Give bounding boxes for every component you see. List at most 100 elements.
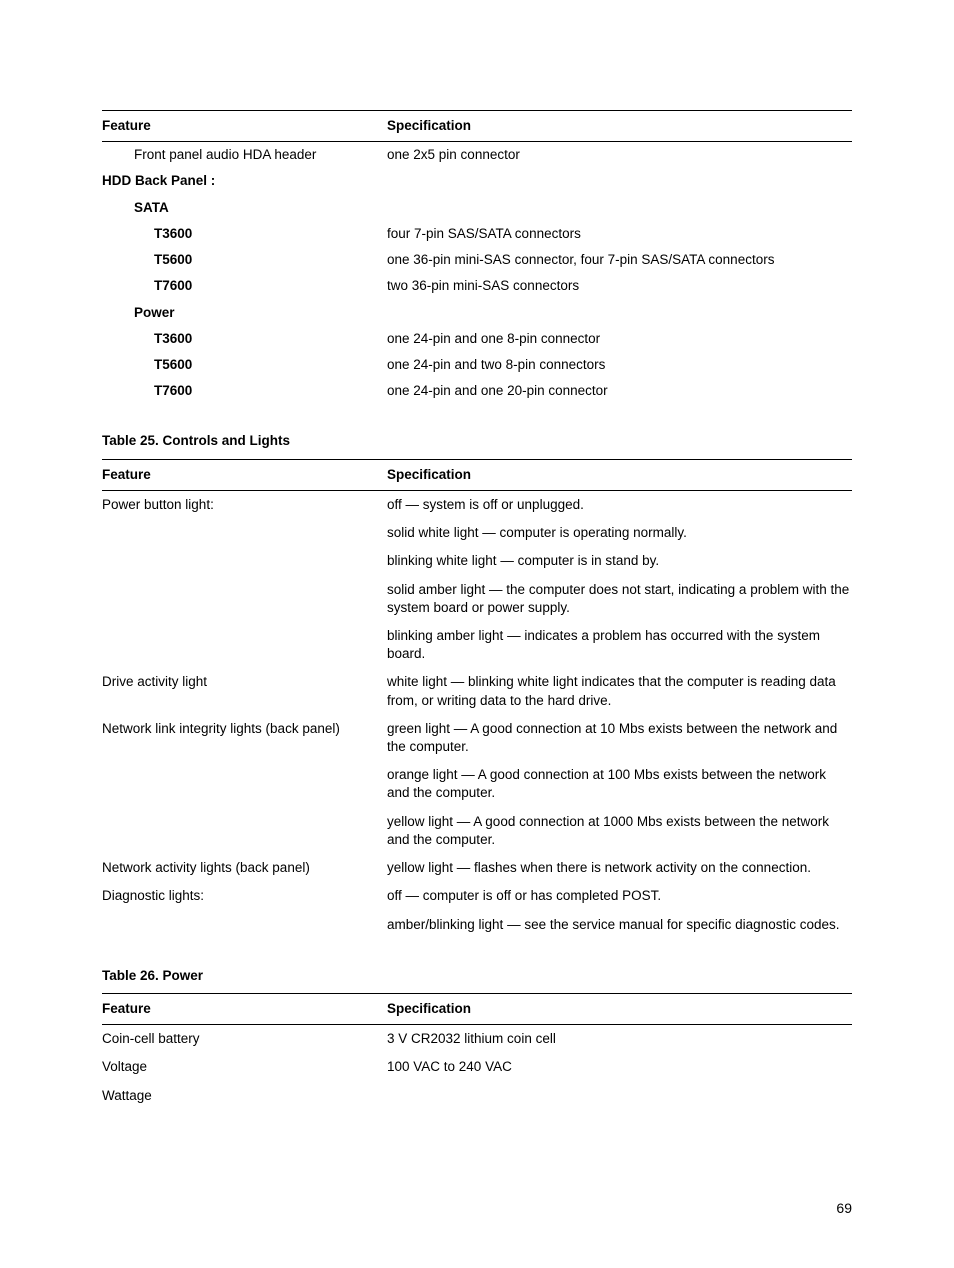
cell-feature: HDD Back Panel : [102, 168, 387, 194]
table-row: Voltage100 VAC to 240 VAC [102, 1053, 852, 1081]
cell-spec: solid white light — computer is operatin… [387, 519, 852, 547]
table-row: yellow light — A good connection at 1000… [102, 808, 852, 854]
cell-feature [102, 761, 387, 807]
cell-feature: T5600 [102, 352, 387, 378]
table26-caption: Table 26. Power [102, 967, 852, 985]
table-row: T3600 one 24-pin and one 8-pin connector [102, 326, 852, 352]
cell-spec: four 7-pin SAS/SATA connectors [387, 221, 852, 247]
cell-feature: Network link integrity lights (back pane… [102, 715, 387, 761]
cell-feature [102, 547, 387, 575]
cell-spec: amber/blinking light — see the service m… [387, 911, 852, 939]
header-spec: Specification [387, 459, 852, 490]
cell-feature: Voltage [102, 1053, 387, 1081]
cell-feature: Front panel audio HDA header [102, 142, 387, 169]
table-row: Coin-cell battery3 V CR2032 lithium coin… [102, 1025, 852, 1054]
table-row: T3600 four 7-pin SAS/SATA connectors [102, 221, 852, 247]
cell-feature: T5600 [102, 247, 387, 273]
cell-spec [387, 195, 852, 221]
table-row: Network activity lights (back panel)yell… [102, 854, 852, 882]
cell-spec: two 36-pin mini-SAS connectors [387, 273, 852, 299]
cell-spec [387, 1082, 852, 1110]
cell-spec [387, 168, 852, 194]
cell-feature: Coin-cell battery [102, 1025, 387, 1054]
cell-spec: 3 V CR2032 lithium coin cell [387, 1025, 852, 1054]
cell-spec: one 24-pin and one 20-pin connector [387, 378, 852, 404]
page-number: 69 [836, 1199, 852, 1218]
cell-feature: SATA [102, 195, 387, 221]
cell-feature [102, 576, 387, 622]
table-header-row: Feature Specification [102, 459, 852, 490]
cell-feature [102, 911, 387, 939]
feature-label: HDD Back Panel : [102, 172, 215, 190]
spec-table-26: Feature Specification Coin-cell battery3… [102, 993, 852, 1110]
table-row: Diagnostic lights:off — computer is off … [102, 882, 852, 910]
feature-label: Power [102, 304, 175, 322]
header-feature: Feature [102, 994, 387, 1025]
cell-spec: white light — blinking white light indic… [387, 668, 852, 714]
table-row: Front panel audio HDA header one 2x5 pin … [102, 142, 852, 169]
cell-feature [102, 622, 387, 668]
cell-feature [102, 808, 387, 854]
feature-label: T3600 [102, 225, 192, 243]
table-row: solid white light — computer is operatin… [102, 519, 852, 547]
table-row: solid amber light — the computer does no… [102, 576, 852, 622]
header-feature: Feature [102, 459, 387, 490]
cell-feature: T7600 [102, 378, 387, 404]
table-row: T7600 one 24-pin and one 20-pin connector [102, 378, 852, 404]
cell-spec: blinking white light — computer is in st… [387, 547, 852, 575]
feature-label: T3600 [102, 330, 192, 348]
table-row: SATA [102, 195, 852, 221]
cell-feature: Power button light: [102, 490, 387, 519]
feature-label: T5600 [102, 251, 192, 269]
spec-table-25: Feature Specification Power button light… [102, 459, 852, 939]
cell-spec: yellow light — A good connection at 1000… [387, 808, 852, 854]
table-header-row: Feature Specification [102, 111, 852, 142]
cell-feature: Wattage [102, 1082, 387, 1110]
table-row: Power [102, 300, 852, 326]
header-feature: Feature [102, 111, 387, 142]
cell-spec: orange light — A good connection at 100 … [387, 761, 852, 807]
table-row: blinking white light — computer is in st… [102, 547, 852, 575]
cell-feature: Power [102, 300, 387, 326]
feature-label: SATA [102, 199, 169, 217]
cell-spec: yellow light — flashes when there is net… [387, 854, 852, 882]
cell-spec: one 24-pin and one 8-pin connector [387, 326, 852, 352]
table-row: T5600 one 36-pin mini-SAS connector, four… [102, 247, 852, 273]
feature-label: T7600 [102, 277, 192, 295]
table25-caption: Table 25. Controls and Lights [102, 432, 852, 450]
cell-feature: T7600 [102, 273, 387, 299]
header-spec: Specification [387, 111, 852, 142]
cell-feature: Drive activity light [102, 668, 387, 714]
table-row: T7600 two 36-pin mini-SAS connectors [102, 273, 852, 299]
table-row: T5600 one 24-pin and two 8-pin connectors [102, 352, 852, 378]
cell-spec: solid amber light — the computer does no… [387, 576, 852, 622]
table-row: orange light — A good connection at 100 … [102, 761, 852, 807]
spec-table-top: Feature Specification Front panel audio … [102, 110, 852, 404]
table-header-row: Feature Specification [102, 994, 852, 1025]
cell-spec: one 2x5 pin connector [387, 142, 852, 169]
table-row: Power button light:off — system is off o… [102, 490, 852, 519]
cell-feature: Diagnostic lights: [102, 882, 387, 910]
table-row: Drive activity lightwhite light — blinki… [102, 668, 852, 714]
table-row: HDD Back Panel : [102, 168, 852, 194]
table-row: amber/blinking light — see the service m… [102, 911, 852, 939]
table-row: blinking amber light — indicates a probl… [102, 622, 852, 668]
cell-feature: T3600 [102, 326, 387, 352]
cell-feature [102, 519, 387, 547]
feature-label: T7600 [102, 382, 192, 400]
feature-label: Front panel audio HDA header [102, 146, 316, 164]
document-page: Feature Specification Front panel audio … [0, 0, 954, 1268]
cell-spec: one 36-pin mini-SAS connector, four 7-pi… [387, 247, 852, 273]
cell-spec: green light — A good connection at 10 Mb… [387, 715, 852, 761]
cell-spec: off — system is off or unplugged. [387, 490, 852, 519]
cell-spec: off — computer is off or has completed P… [387, 882, 852, 910]
cell-feature: T3600 [102, 221, 387, 247]
feature-label: T5600 [102, 356, 192, 374]
cell-feature: Network activity lights (back panel) [102, 854, 387, 882]
cell-spec: 100 VAC to 240 VAC [387, 1053, 852, 1081]
cell-spec: blinking amber light — indicates a probl… [387, 622, 852, 668]
table-row: Wattage [102, 1082, 852, 1110]
table-row: Network link integrity lights (back pane… [102, 715, 852, 761]
cell-spec: one 24-pin and two 8-pin connectors [387, 352, 852, 378]
cell-spec [387, 300, 852, 326]
